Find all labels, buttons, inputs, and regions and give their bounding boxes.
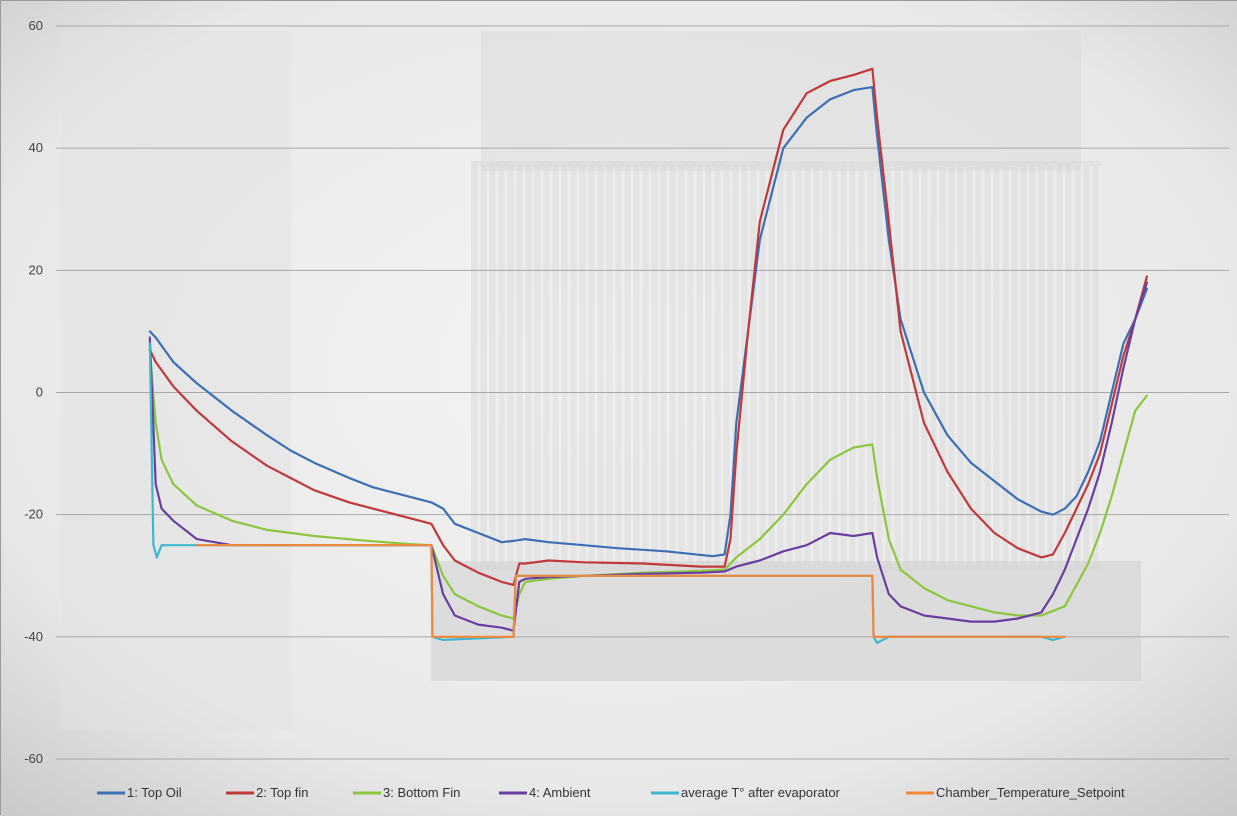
legend-label: Chamber_Temperature_Setpoint: [936, 785, 1125, 800]
series-line-2: [148, 67, 1148, 586]
legend-label: 1: Top Oil: [127, 785, 182, 800]
y-tick-label: 40: [29, 140, 43, 155]
y-tick-label: 0: [36, 385, 43, 400]
legend-label: 4: Ambient: [529, 785, 591, 800]
legend-label: 3: Bottom Fin: [383, 785, 460, 800]
legend: 1: Top Oil 2: Top fin 3: Bottom Fin 4: Ambi…: [97, 785, 1125, 800]
series-line-1: [148, 86, 1148, 558]
y-tick-label: -40: [24, 629, 43, 644]
legend-label: average T° after evaporator: [681, 785, 841, 800]
series-layer: [148, 67, 1148, 644]
y-tick-label: -60: [24, 751, 43, 766]
legend-label: 2: Top fin: [256, 785, 309, 800]
y-tick-label: 60: [29, 18, 43, 33]
y-tick-label: 20: [29, 262, 43, 277]
y-axis-tick-labels: 60 40 20 0 -20 -40 -60: [24, 18, 43, 766]
series-line-6: [195, 544, 1066, 638]
y-tick-label: -20: [24, 507, 43, 522]
